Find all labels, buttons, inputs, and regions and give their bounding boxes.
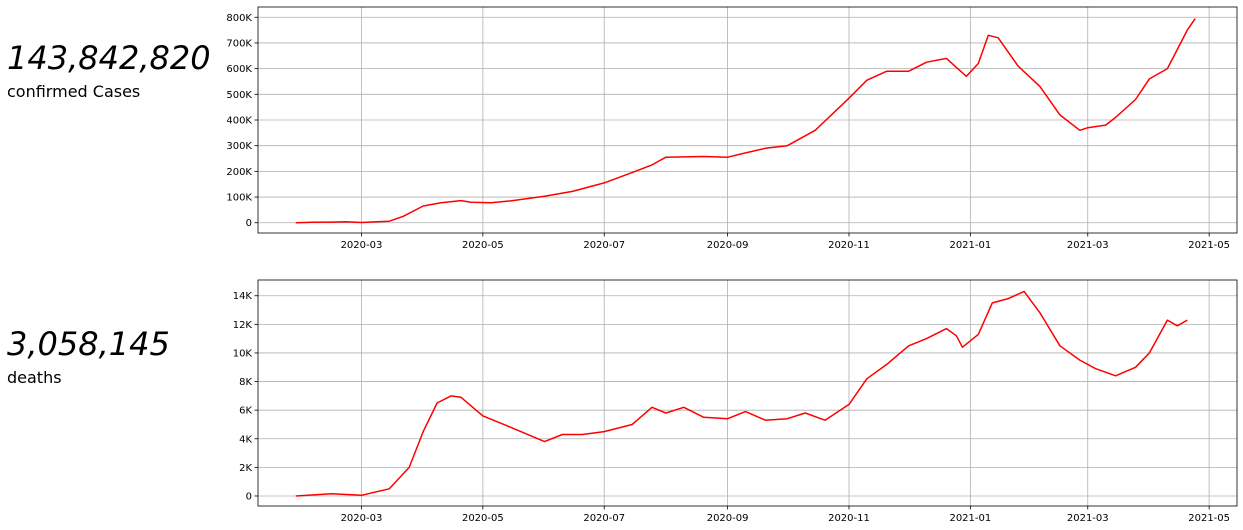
deaths-chart: 2020-03 2020-05 2020-07 2020-09 2020-11 2021-…	[233, 279, 1238, 524]
cases-plot-frame	[257, 6, 1238, 234]
cases-x-tick-label: 2021-03	[1067, 240, 1109, 251]
deaths-x-tick-label: 2020-09	[707, 513, 749, 524]
deaths-y-tick-label: 8K	[239, 377, 252, 388]
deaths-y-tick-label: 14K	[233, 291, 253, 302]
cases-label: confirmed Cases	[7, 82, 141, 101]
cases-y-tick-label: 600K	[226, 64, 252, 75]
deaths-label: deaths	[7, 368, 62, 387]
deaths-y-tick-label: 10K	[233, 348, 253, 359]
cases-x-tick-label: 2020-07	[583, 240, 625, 251]
deaths-stat: 3,058,145 deaths	[7, 328, 170, 387]
deaths-x-tick-label: 2020-07	[583, 513, 625, 524]
cases-y-tick-label: 0	[246, 218, 252, 229]
deaths-y-tick-label: 2K	[239, 463, 252, 474]
deaths-y-tick-label: 4K	[239, 434, 252, 445]
cases-chart: 2020-03 2020-05 2020-07 2020-09 2020-11 2021-…	[226, 6, 1238, 251]
deaths-y-tick-label: 6K	[239, 406, 252, 417]
cases-total: 143,842,820	[7, 39, 211, 77]
cases-y-tick-label: 400K	[226, 116, 252, 127]
cases-y-tick-label: 800K	[226, 13, 252, 24]
deaths-plot-frame	[257, 279, 1238, 507]
cases-y-tick-label: 300K	[226, 141, 252, 152]
cases-series-line	[295, 18, 1196, 224]
cases-y-tick-label: 200K	[226, 167, 252, 178]
deaths-x-tick-label: 2021-05	[1188, 513, 1230, 524]
deaths-x-tick-label: 2020-03	[341, 513, 383, 524]
deaths-series-line	[295, 290, 1188, 497]
cases-x-tick-label: 2021-05	[1188, 240, 1230, 251]
cases-y-tick-label: 700K	[226, 38, 252, 49]
deaths-total: 3,058,145	[7, 325, 170, 363]
cases-stat: 143,842,820 confirmed Cases	[7, 42, 211, 101]
cases-x-tick-label: 2020-05	[462, 240, 504, 251]
cases-y-tick-label: 100K	[226, 193, 252, 204]
cases-x-tick-label: 2020-03	[341, 240, 383, 251]
deaths-y-tick-label: 0	[246, 491, 252, 502]
cases-x-tick-label: 2021-01	[949, 240, 991, 251]
deaths-x-tick-label: 2020-11	[828, 513, 870, 524]
deaths-x-tick-label: 2021-01	[949, 513, 991, 524]
cases-x-tick-label: 2020-09	[707, 240, 749, 251]
deaths-x-tick-label: 2020-05	[462, 513, 504, 524]
cases-y-tick-label: 500K	[226, 90, 252, 101]
cases-x-tick-label: 2020-11	[828, 240, 870, 251]
deaths-y-tick-label: 12K	[233, 320, 253, 331]
deaths-x-tick-label: 2021-03	[1067, 513, 1109, 524]
